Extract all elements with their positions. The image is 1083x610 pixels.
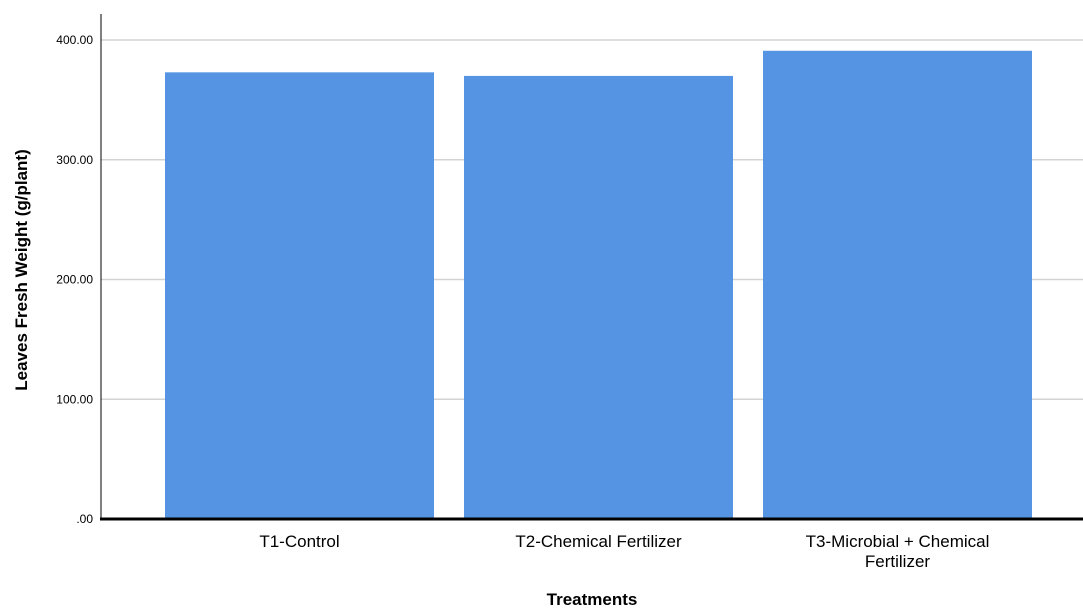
bar <box>165 72 434 520</box>
x-tick-label: T1-Control <box>259 532 339 551</box>
y-tick-label: 400.00 <box>56 33 93 47</box>
bars <box>165 50 1032 520</box>
y-tick-labels: .00 100.00 200.00 300.00 400.00 <box>56 33 93 526</box>
x-tick-label: T3-Microbial + Chemical Fertilizer <box>806 532 990 571</box>
bar <box>464 75 733 520</box>
x-tick-label: T2-Chemical Fertilizer <box>515 532 682 551</box>
y-tick-label: 200.00 <box>56 273 93 287</box>
y-tick-label: 300.00 <box>56 153 93 167</box>
x-tick-labels: T1-Control T2-Chemical Fertilizer T3-Micro… <box>259 532 989 571</box>
x-axis-title: Treatments <box>547 590 638 609</box>
axes <box>100 14 1083 521</box>
y-tick-label: 100.00 <box>56 392 93 406</box>
y-tick-label: .00 <box>76 512 93 526</box>
bar <box>763 50 1032 520</box>
y-axis-title: Leaves Fresh Weight (g/plant) <box>12 149 31 391</box>
